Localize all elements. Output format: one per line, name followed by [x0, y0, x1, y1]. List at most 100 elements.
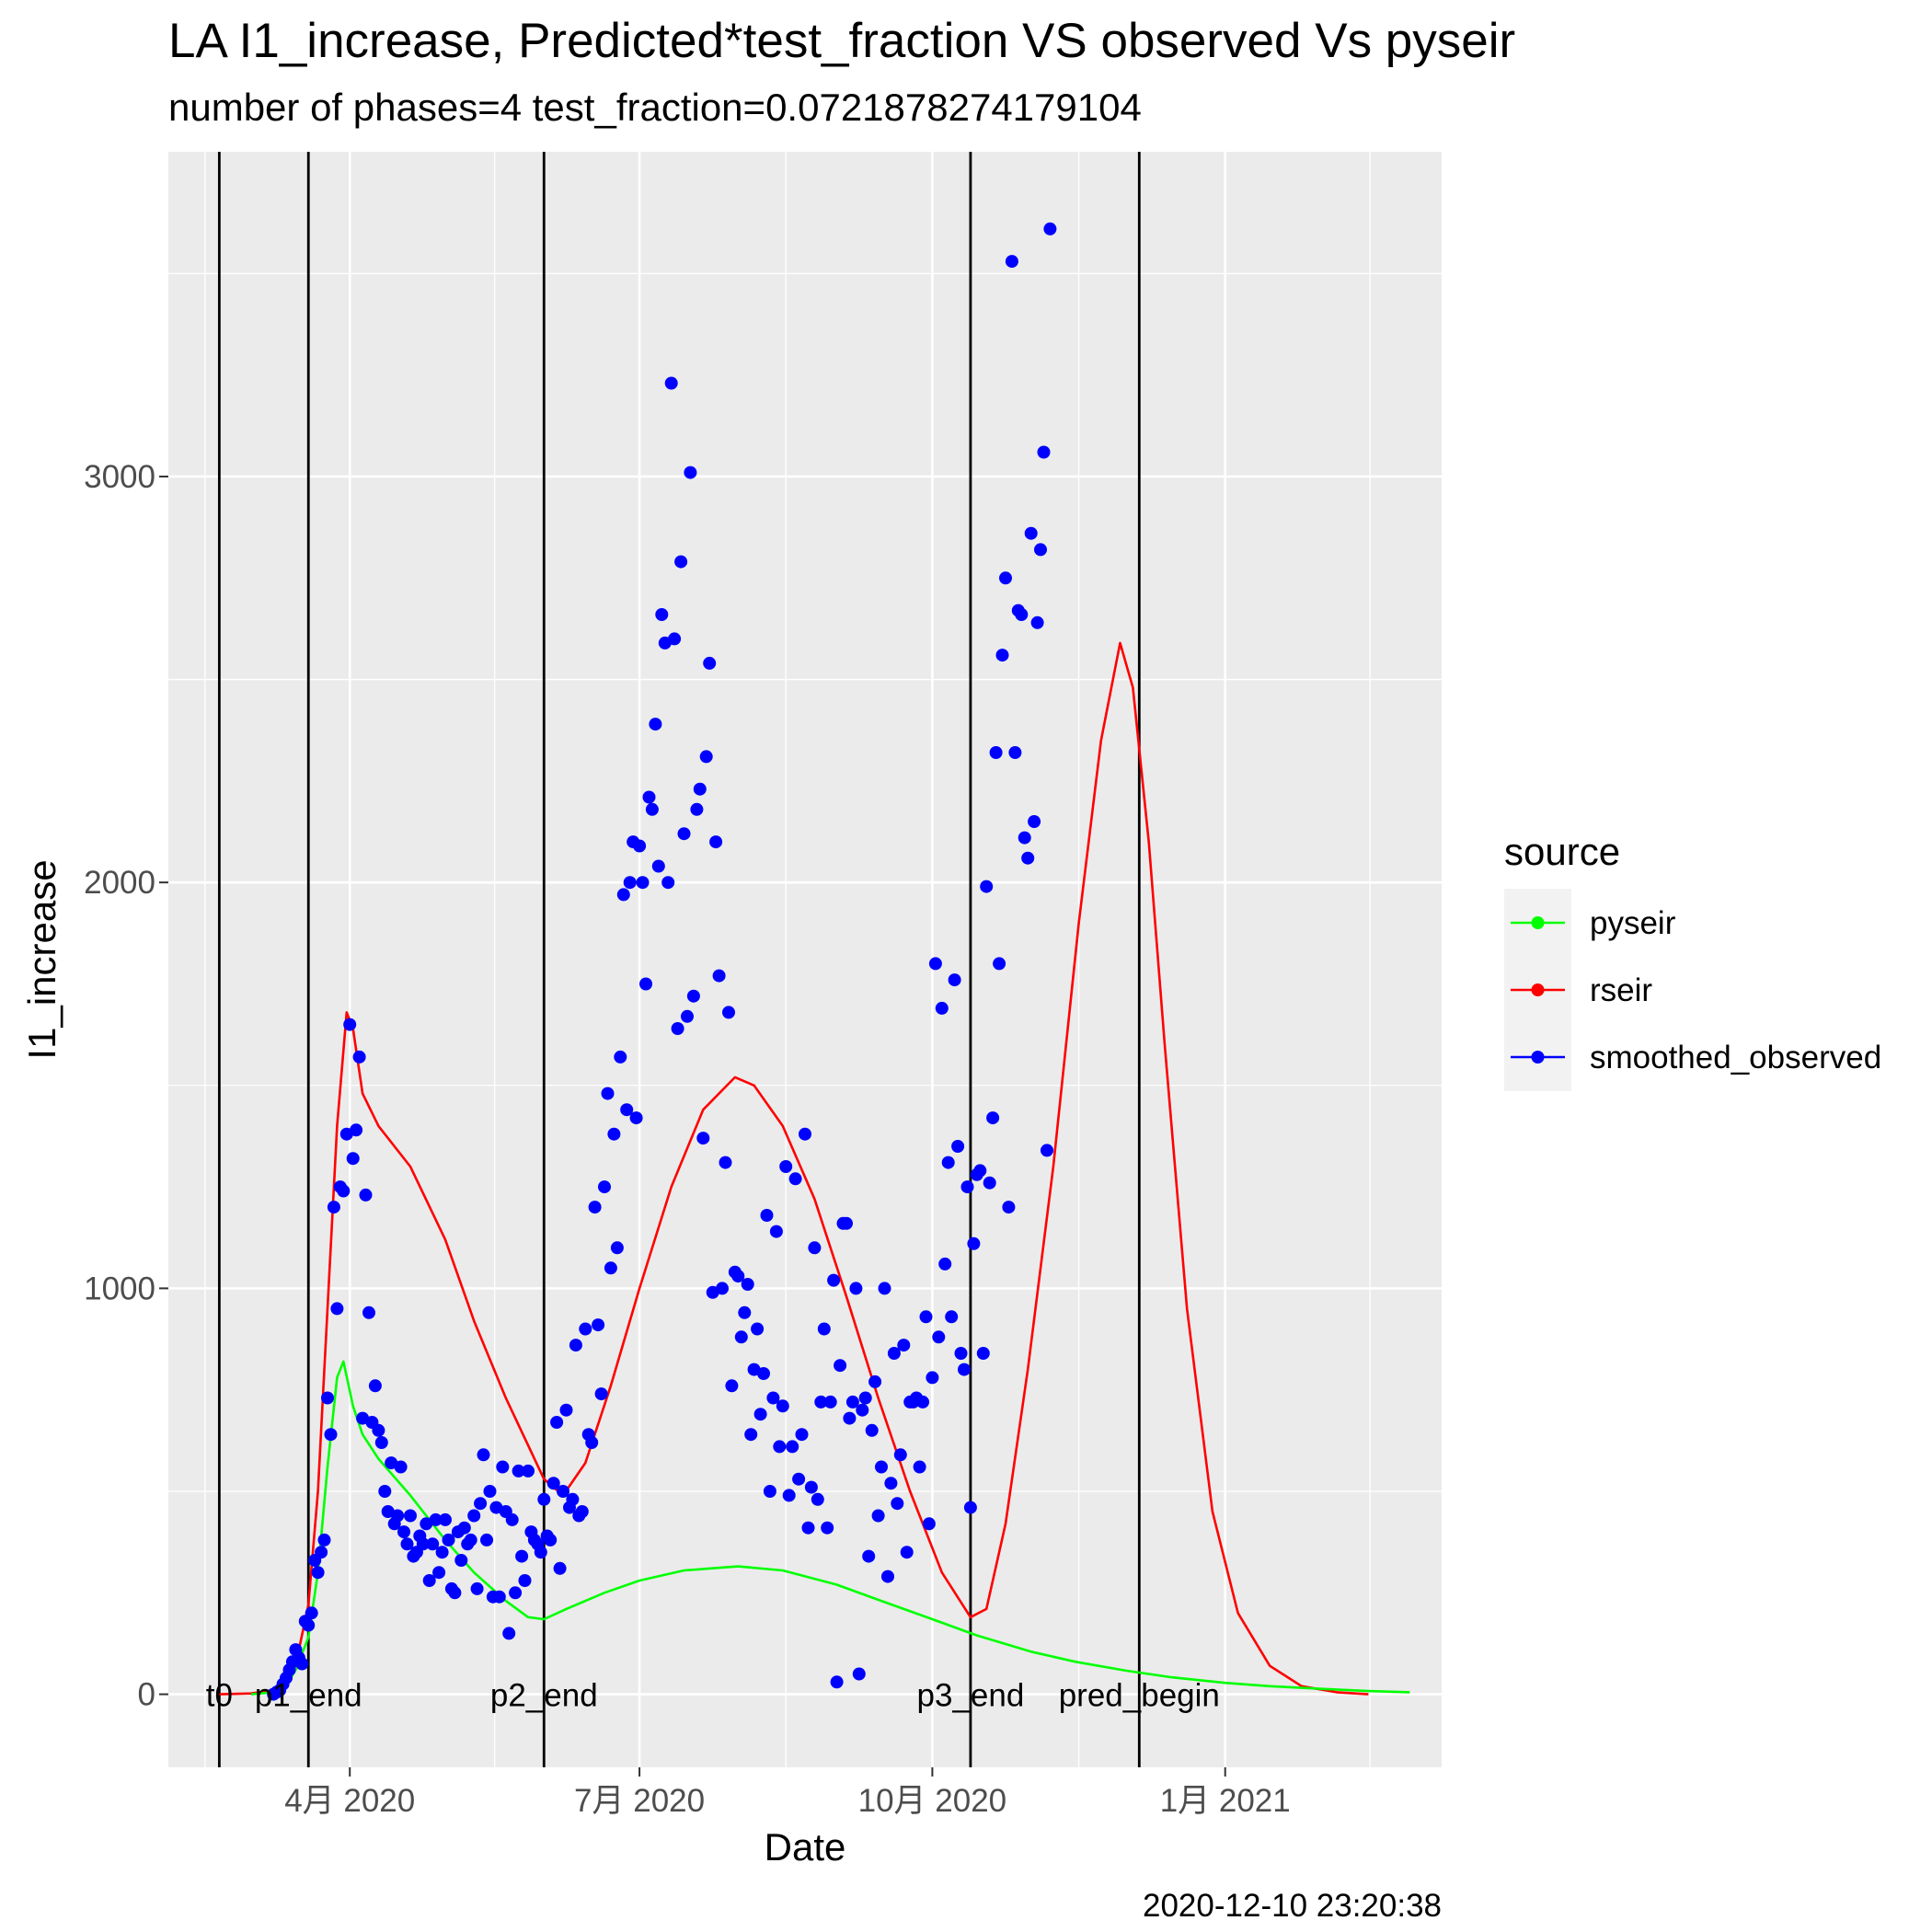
data-point	[845, 1395, 859, 1409]
plot-panel	[168, 152, 1442, 1767]
data-point	[801, 1521, 815, 1535]
x-axis: 4月 2020 7月 2020 10月 2020 1月 2021	[284, 1767, 1291, 1819]
data-point	[311, 1566, 325, 1580]
data-point	[840, 1216, 853, 1230]
data-point	[588, 1201, 602, 1214]
data-point	[1018, 831, 1031, 845]
legend-entries: pyseir rseir smoothed_observed	[1511, 905, 1881, 1075]
data-point	[712, 969, 726, 983]
data-point	[868, 1374, 882, 1388]
data-point	[827, 1273, 841, 1287]
data-point	[671, 1022, 684, 1035]
data-point	[766, 1391, 780, 1405]
data-point	[515, 1549, 529, 1563]
data-point	[696, 1132, 710, 1145]
data-point	[668, 632, 682, 646]
data-point	[575, 1505, 589, 1518]
data-point	[799, 1127, 811, 1141]
phase-label: p2_end	[490, 1678, 598, 1714]
data-point	[795, 1428, 809, 1442]
data-point	[372, 1423, 385, 1437]
data-point	[426, 1537, 440, 1551]
data-point	[492, 1590, 506, 1604]
data-point	[817, 1322, 831, 1336]
data-point	[546, 1477, 560, 1490]
series-lines	[219, 641, 1410, 1696]
data-point	[327, 1201, 340, 1214]
data-point	[1030, 615, 1044, 629]
data-point	[852, 1667, 866, 1681]
data-point	[928, 957, 942, 971]
data-point	[633, 839, 647, 853]
data-point	[645, 802, 659, 816]
x-tick-label: 10月 2020	[858, 1783, 1007, 1819]
data-point	[400, 1537, 414, 1551]
data-point	[601, 1087, 615, 1100]
data-point	[522, 1464, 535, 1478]
data-point	[442, 1533, 455, 1547]
data-point	[330, 1302, 344, 1316]
data-point	[709, 835, 723, 849]
data-point	[788, 1172, 802, 1186]
data-point	[610, 1241, 624, 1255]
data-point	[509, 1586, 523, 1600]
data-point	[429, 1512, 443, 1526]
y-tick-label: 2000	[84, 865, 155, 901]
data-point	[808, 1241, 822, 1255]
data-point	[352, 1050, 366, 1064]
legend-key-point	[1531, 1051, 1545, 1064]
data-point	[432, 1566, 446, 1580]
chart-subtitle: number of phases=4 test_fraction=0.07218…	[168, 86, 1142, 129]
data-point	[315, 1546, 328, 1559]
data-point	[814, 1395, 828, 1409]
data-point	[636, 876, 650, 890]
data-point	[585, 1436, 599, 1449]
data-point	[321, 1391, 334, 1405]
data-point	[343, 1018, 357, 1031]
data-point	[512, 1464, 525, 1478]
x-tick-label: 1月 2021	[1160, 1783, 1291, 1819]
data-point	[346, 1152, 360, 1166]
series-line-pyseir	[250, 1360, 1410, 1696]
data-point	[1028, 815, 1041, 828]
data-point	[919, 1310, 933, 1324]
data-point	[897, 1339, 911, 1352]
data-point	[677, 827, 691, 841]
data-point	[858, 1391, 872, 1405]
data-point	[786, 1440, 799, 1454]
data-point	[741, 1278, 754, 1291]
data-point	[457, 1521, 471, 1535]
data-point	[734, 1330, 748, 1344]
data-point	[684, 466, 697, 479]
grid-major	[168, 152, 1442, 1767]
data-point	[945, 1310, 959, 1324]
data-point	[862, 1549, 876, 1563]
data-point	[744, 1428, 758, 1442]
data-point	[792, 1472, 806, 1486]
data-point	[464, 1533, 477, 1547]
data-point	[661, 876, 675, 890]
data-point	[579, 1322, 592, 1336]
data-point	[926, 1371, 939, 1385]
data-point	[477, 1448, 490, 1462]
data-point	[719, 1156, 732, 1169]
data-point	[1041, 1144, 1053, 1157]
data-point	[887, 1347, 901, 1360]
data-point	[664, 376, 678, 390]
phase-label: t0	[206, 1678, 233, 1714]
phase-label: p1_end	[255, 1678, 362, 1714]
data-point	[716, 1282, 729, 1295]
data-point	[642, 790, 656, 804]
data-point	[553, 1561, 567, 1575]
data-point	[865, 1423, 879, 1437]
data-point	[811, 1492, 824, 1506]
data-point	[604, 1261, 617, 1275]
legend-label: pyseir	[1590, 905, 1676, 941]
data-point	[782, 1489, 796, 1502]
data-point	[753, 1408, 767, 1421]
y-axis: 0 1000 2000 3000	[84, 459, 168, 1713]
data-point	[655, 608, 669, 621]
data-point	[359, 1188, 373, 1202]
data-point	[651, 859, 665, 873]
